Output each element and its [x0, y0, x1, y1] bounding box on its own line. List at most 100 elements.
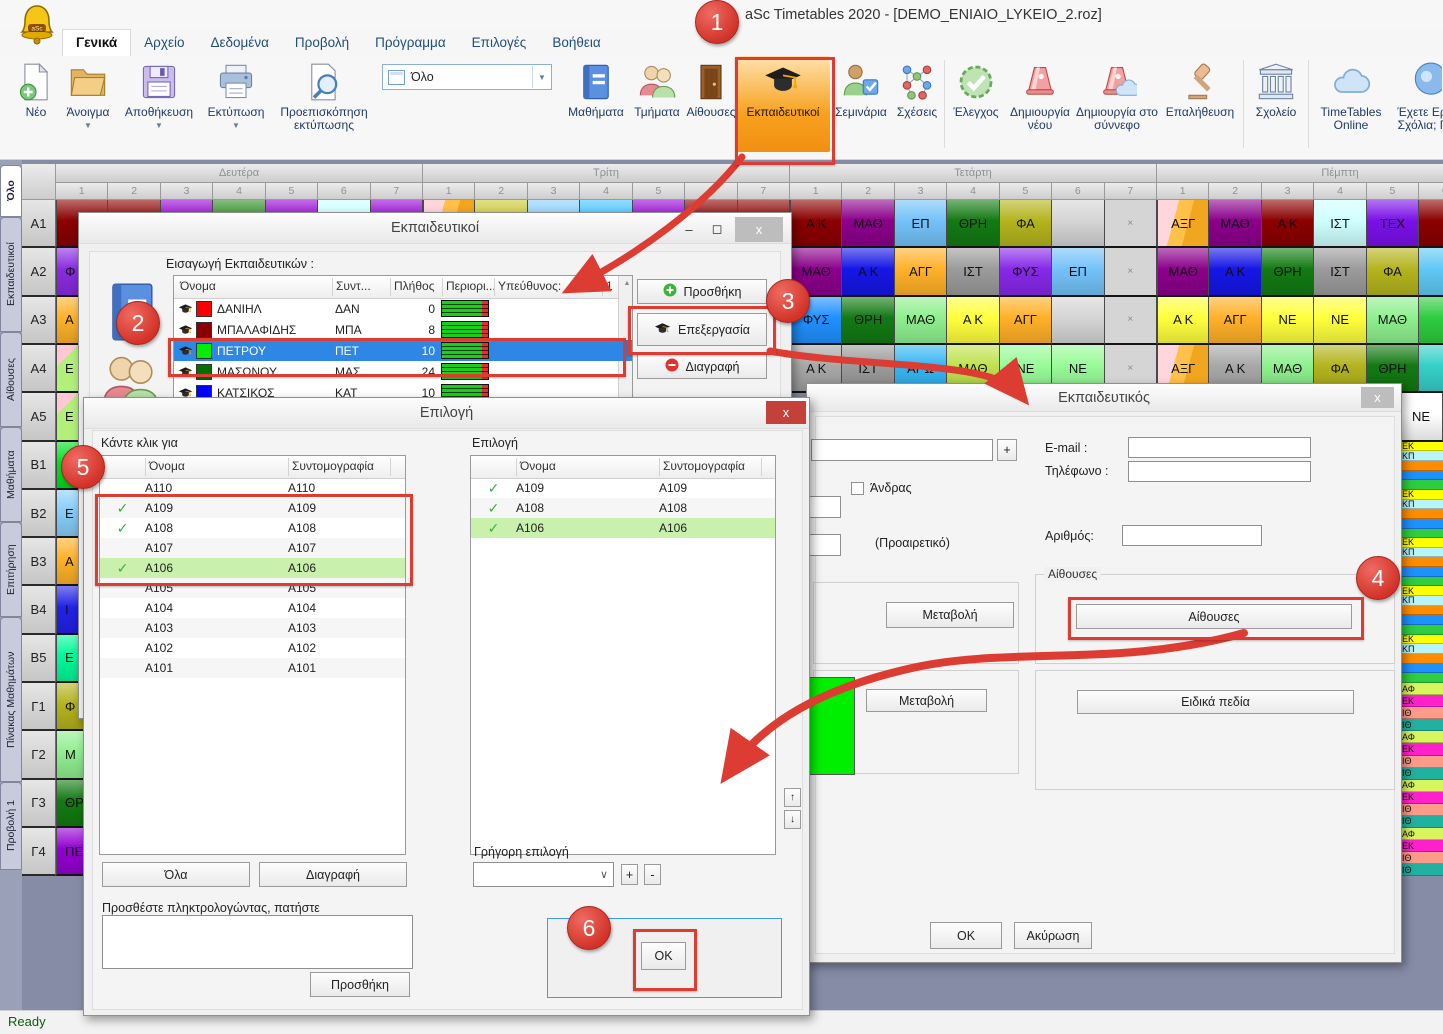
mini-lesson-strip[interactable]: [1400, 470, 1443, 481]
available-room-A110[interactable]: A110 A110: [100, 478, 405, 498]
timeoff-change-button[interactable]: Μεταβολή: [886, 602, 1014, 628]
mini-lesson-strip[interactable]: [1400, 460, 1443, 471]
ribbon-button-επαλήθευση[interactable]: Επαλήθευση: [1159, 56, 1241, 152]
special-fields-button[interactable]: Ειδικά πεδία: [1077, 690, 1354, 714]
add-typed-button[interactable]: Προσθήκη: [310, 972, 410, 997]
lesson-cell[interactable]: ΑΓΓ: [894, 248, 948, 297]
lesson-cell[interactable]: ΙΣΤ: [947, 248, 1000, 297]
clear-selection-button[interactable]: Διαγραφή: [259, 862, 407, 887]
lesson-cell[interactable]: [1419, 200, 1443, 249]
row-label-B2[interactable]: B2: [22, 489, 56, 539]
select-all-button[interactable]: Όλα: [102, 862, 250, 887]
ribbon-button-εκπαιδευτικοί[interactable]: Εκπαιδευτικοί: [736, 56, 830, 152]
lesson-cell[interactable]: ΘΡΗ: [1261, 248, 1315, 297]
lesson-cell[interactable]: ΜΑΘ: [894, 296, 948, 345]
side-tab-Μαθήματα[interactable]: Μαθήματα: [0, 427, 22, 522]
lesson-cell[interactable]: ΝΕ: [1314, 296, 1367, 345]
mini-lesson-strip[interactable]: ΚΠ: [1400, 499, 1443, 510]
mini-lesson-strip[interactable]: ΕΚ: [1400, 489, 1443, 500]
available-rooms-list[interactable]: Όνομα Συντομογραφία A110 A110 ✓ A109 A109 ✓ A108…: [99, 455, 406, 855]
column-header-Συντομογραφία[interactable]: Συντομογραφία: [292, 459, 374, 473]
mini-lesson-strip[interactable]: [1400, 480, 1443, 490]
row-label-A2[interactable]: A2: [22, 248, 56, 297]
maximize-icon[interactable]: ◻: [711, 221, 723, 236]
mini-lesson-strip[interactable]: [1400, 576, 1443, 587]
type-to-add-input[interactable]: [102, 915, 413, 969]
teacher-dialog-titlebar[interactable]: Εκπαιδευτικός: [807, 384, 1401, 412]
row-label-Γ3[interactable]: Γ3: [22, 779, 56, 829]
teacher-ok-button[interactable]: OK: [930, 922, 1002, 949]
menu-item-Προβολή[interactable]: Προβολή: [294, 35, 350, 50]
lesson-cell[interactable]: [1419, 248, 1443, 297]
menu-item-Δεδομένα[interactable]: Δεδομένα: [210, 35, 269, 50]
ribbon-button-αίθουσες[interactable]: Αίθουσες: [686, 56, 736, 152]
quick-select-dropdown[interactable]: ∨: [473, 862, 614, 887]
ribbon-button-άνοιγμα[interactable]: Άνοιγμα ▼: [58, 56, 118, 152]
lesson-cell[interactable]: ΜΑΘ: [1157, 248, 1210, 297]
side-tab-Εκπαιδευτικοί[interactable]: Εκπαιδευτικοί: [0, 217, 22, 332]
mini-lesson-strip[interactable]: ΚΠ: [1400, 451, 1443, 461]
lesson-cell[interactable]: Α Κ: [790, 200, 843, 249]
ribbon-button-αποθήκευση[interactable]: Αποθήκευση ▼: [118, 56, 200, 152]
selected-rooms-list[interactable]: Όνομα Συντομογραφία ✓ A109 A109 ✓ A108 A108 ✓ A10…: [470, 455, 776, 855]
quick-select-plus-button[interactable]: +: [621, 864, 638, 885]
mini-lesson-strip[interactable]: [1400, 663, 1443, 674]
mini-lesson-strip[interactable]: ΕΚ: [1400, 791, 1443, 804]
lesson-cell[interactable]: ΙΣΤ: [1314, 200, 1367, 249]
male-checkbox[interactable]: [851, 482, 864, 495]
abbr-input[interactable]: [809, 496, 841, 518]
name-plus-button[interactable]: +: [997, 439, 1017, 461]
ribbon-button-σχολείο[interactable]: Σχολείο: [1246, 56, 1306, 152]
mini-lesson-strip[interactable]: ΙΘ: [1400, 864, 1443, 877]
close-icon[interactable]: x: [766, 401, 806, 424]
lesson-cell[interactable]: Α Κ: [1157, 296, 1210, 345]
row-label-A5[interactable]: A5: [22, 393, 56, 442]
mini-lesson-strip[interactable]: ΙΘ: [1400, 719, 1443, 732]
lesson-cell[interactable]: ΜΑΘ: [1366, 296, 1420, 345]
row-label-Γ4[interactable]: Γ4: [22, 828, 56, 877]
column-header-Όνομα[interactable]: Όνομα: [149, 459, 185, 473]
view-selector-combo[interactable]: Όλο ▼: [382, 64, 552, 90]
mini-lesson-strip[interactable]: [1400, 528, 1443, 539]
side-tab-Επιτήρηση[interactable]: Επιτήρηση: [0, 522, 22, 617]
teacher-cancel-button[interactable]: Ακύρωση: [1014, 922, 1092, 949]
mini-lesson-strip[interactable]: ΕΚ: [1400, 538, 1443, 548]
lesson-cell[interactable]: [1419, 344, 1443, 394]
row-label-B4[interactable]: B4: [22, 586, 56, 635]
lesson-cell[interactable]: [1052, 296, 1105, 345]
column-header-1[interactable]: 1: [606, 279, 613, 293]
optional-input[interactable]: [809, 534, 841, 556]
lesson-cell[interactable]: ΦΑ: [999, 200, 1053, 249]
edit-teacher-button[interactable]: Επεξεργασία: [637, 313, 767, 346]
available-room-A104[interactable]: A104 A104: [100, 598, 405, 618]
chevron-down-icon[interactable]: ▼: [232, 121, 240, 131]
lesson-cell[interactable]: ΜΑΘ: [1209, 200, 1262, 249]
lesson-cell[interactable]: Α Κ: [947, 296, 1000, 345]
mini-lesson-strip[interactable]: ΙΘ: [1400, 767, 1443, 780]
mini-lesson-strip[interactable]: ΑΦ: [1400, 683, 1443, 696]
selection-dialog-titlebar[interactable]: Επιλογή: [84, 398, 809, 429]
ribbon-button-έλεγχος[interactable]: Έλεγχος: [947, 56, 1005, 152]
ribbon-button-σεμινάρια[interactable]: Σεμινάρια: [830, 56, 892, 152]
lesson-cell[interactable]: ×: [1104, 248, 1157, 297]
available-room-A101[interactable]: A101 A101: [100, 658, 405, 678]
mini-lesson-strip[interactable]: ΕΚ: [1400, 743, 1443, 756]
lesson-cell[interactable]: ΘΡΗ: [947, 200, 1000, 249]
color-change-button[interactable]: Μεταβολή: [866, 689, 987, 712]
row-label-A3[interactable]: A3: [22, 296, 56, 345]
lesson-cell[interactable]: ΦΥΣ: [790, 296, 843, 345]
mini-lesson-strip[interactable]: ΙΘ: [1400, 803, 1443, 816]
row-label-Γ1[interactable]: Γ1: [22, 683, 56, 732]
mini-lesson-strip[interactable]: ΙΘ: [1400, 852, 1443, 865]
delete-teacher-button[interactable]: Διαγραφή: [637, 354, 767, 379]
mini-lesson-strip[interactable]: ΑΦ: [1400, 731, 1443, 744]
column-header-Όνομα[interactable]: Όνομα: [180, 279, 216, 293]
lesson-cell[interactable]: Α Κ: [842, 248, 895, 297]
mini-lesson-strip[interactable]: [1400, 615, 1443, 626]
ribbon-button-έχετε-ερ-σχόλια;-γ[interactable]: Έχετε Ερ Σχόλια; Γ: [1391, 56, 1443, 152]
mini-lesson-strip[interactable]: [1400, 654, 1443, 664]
mini-lesson-strip[interactable]: [1400, 625, 1443, 635]
number-input[interactable]: [1122, 525, 1262, 546]
row-label-B1[interactable]: B1: [22, 441, 56, 490]
mini-lesson-strip[interactable]: ΕΚ: [1400, 441, 1443, 452]
